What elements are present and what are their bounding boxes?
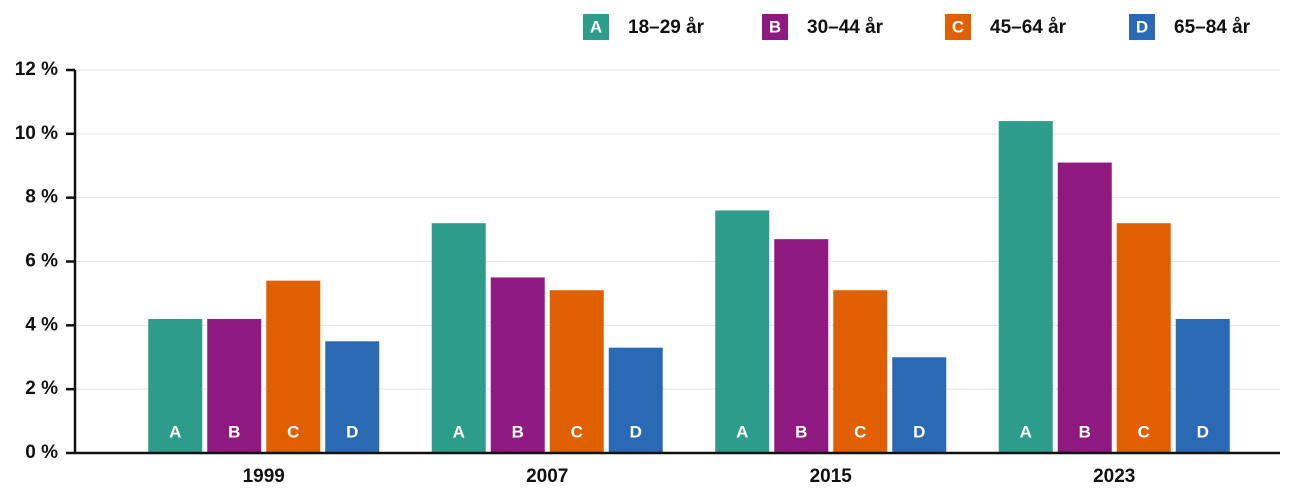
legend-swatch [1129, 14, 1155, 40]
bar [325, 341, 380, 453]
bar [892, 357, 947, 453]
bar-key: D [1197, 422, 1209, 441]
bar [1116, 223, 1171, 453]
legend-swatch [583, 14, 609, 40]
x-tick-label: 2007 [526, 466, 568, 487]
bar-key: D [913, 422, 925, 441]
bar [774, 239, 829, 453]
bar-key: D [346, 422, 358, 441]
bar [1057, 162, 1112, 453]
bar [266, 280, 321, 453]
bar-key: A [453, 422, 465, 441]
y-tick-label: 4 % [25, 314, 58, 335]
legend-label: 65–84 år [1174, 17, 1251, 38]
bar [490, 277, 545, 453]
legend-key: C [952, 17, 964, 36]
bar [715, 210, 770, 453]
y-tick-label: 10 % [15, 123, 58, 144]
bar-key: C [854, 422, 866, 441]
y-tick-label: 0 % [25, 442, 58, 463]
bar-key: B [795, 422, 807, 441]
legend-label: 45–64 år [990, 17, 1067, 38]
legend-key: A [590, 17, 602, 36]
y-tick-label: 2 % [25, 378, 58, 399]
bar-key: C [571, 422, 583, 441]
bar [1175, 318, 1230, 453]
bar [833, 290, 888, 453]
bar-key: B [1079, 422, 1091, 441]
bar-key: B [512, 422, 524, 441]
bar [998, 121, 1053, 454]
bar-key: A [169, 422, 181, 441]
y-tick-label: 8 % [25, 187, 58, 208]
bar-key: D [630, 422, 642, 441]
y-tick-label: 6 % [25, 251, 58, 272]
bar-key: B [228, 422, 240, 441]
bar [148, 318, 203, 453]
bar-key: C [1138, 422, 1150, 441]
x-tick-label: 2023 [1093, 466, 1135, 487]
bar-key: A [736, 422, 748, 441]
bar [207, 318, 262, 453]
bar [608, 347, 663, 453]
y-tick-label: 12 % [15, 59, 58, 80]
x-tick-label: 2015 [810, 466, 853, 487]
legend-swatch [945, 14, 971, 40]
bar [549, 290, 604, 453]
x-tick-label: 1999 [243, 466, 285, 487]
bar-key: C [287, 422, 299, 441]
legend-label: 18–29 år [628, 17, 705, 38]
legend-swatch [762, 14, 788, 40]
bar [431, 223, 486, 453]
bar-key: A [1020, 422, 1032, 441]
legend-label: 30–44 år [807, 17, 884, 38]
legend-key: D [1136, 17, 1148, 36]
legend-key: B [769, 17, 781, 36]
